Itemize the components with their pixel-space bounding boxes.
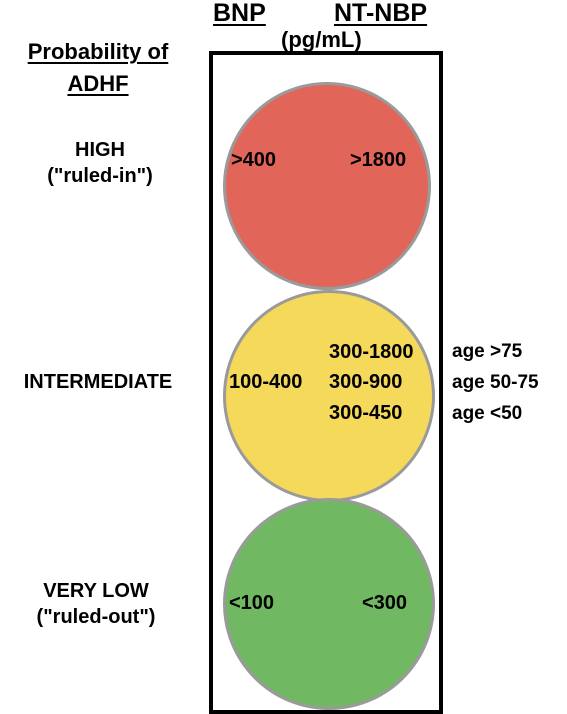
very-low-level-note: ("ruled-out") xyxy=(36,606,156,628)
age-50-75-label: age 50-75 xyxy=(452,372,539,393)
unit-label: (pg/mL) xyxy=(281,27,362,52)
probability-title: Probability of ADHF xyxy=(0,36,196,100)
intermediate-ntnbp-value-age-50-75: 300-900 xyxy=(329,371,403,393)
very-low-level-label: VERY LOW ("ruled-out") xyxy=(10,578,182,630)
intermediate-ntnbp-value-age-under-50: 300-450 xyxy=(329,402,403,424)
very-low-bnp-value: <100 xyxy=(229,592,275,614)
probability-title-line2: ADHF xyxy=(67,71,129,96)
bnp-column-header: BNP xyxy=(213,0,266,27)
intermediate-level-name: INTERMEDIATE xyxy=(23,371,173,393)
high-ntnbp-value: >1800 xyxy=(350,149,407,171)
very-low-ntnbp-value: <300 xyxy=(362,592,408,614)
very-low-level-name: VERY LOW xyxy=(43,580,149,602)
intermediate-ntnbp-value-age-over-75: 300-1800 xyxy=(329,341,414,363)
very-low-probability-circle xyxy=(223,498,435,710)
high-level-label: HIGH ("ruled-in") xyxy=(15,137,185,189)
high-probability-circle xyxy=(223,82,431,290)
probability-title-line1: Probability of xyxy=(27,39,169,64)
ntnbp-column-header: NT-NBP xyxy=(334,0,428,27)
high-bnp-value: >400 xyxy=(231,149,277,171)
age-over-75-label: age >75 xyxy=(452,341,523,362)
high-level-note: ("ruled-in") xyxy=(47,165,153,187)
intermediate-level-label: INTERMEDIATE xyxy=(0,369,196,395)
intermediate-bnp-value: 100-400 xyxy=(229,371,303,393)
high-level-name: HIGH xyxy=(75,139,125,161)
intermediate-probability-circle xyxy=(223,290,435,502)
age-under-50-label: age <50 xyxy=(452,403,523,424)
